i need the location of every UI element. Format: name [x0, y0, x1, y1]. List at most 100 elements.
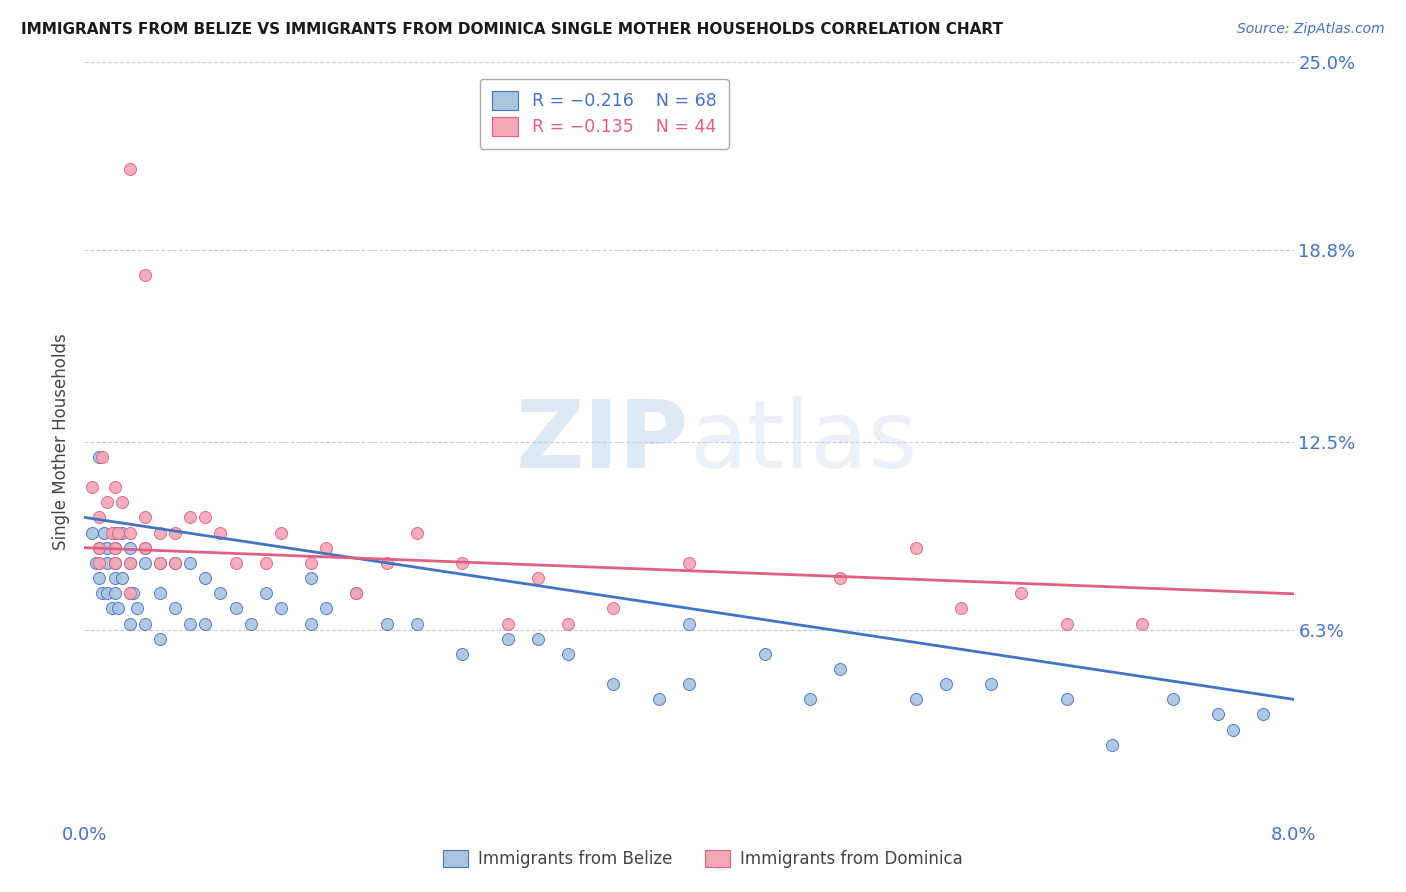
Point: [1132, 616, 1154, 631]
Point: [165, 556, 187, 570]
Point: [225, 601, 247, 615]
Point: [104, 586, 127, 600]
Point: [179, 616, 201, 631]
Point: [209, 525, 232, 540]
Point: [648, 692, 671, 706]
Point: [149, 632, 172, 646]
Text: Source: ZipAtlas.com: Source: ZipAtlas.com: [1237, 22, 1385, 37]
Point: [299, 616, 322, 631]
Point: [1056, 692, 1078, 706]
Point: [194, 571, 217, 585]
Point: [93, 525, 115, 540]
Point: [239, 616, 262, 631]
Text: ZIP: ZIP: [516, 395, 689, 488]
Point: [194, 616, 217, 631]
Point: [165, 525, 187, 540]
Point: [980, 677, 1002, 691]
Point: [496, 632, 519, 646]
Point: [127, 601, 149, 615]
Point: [149, 556, 172, 570]
Point: [315, 601, 337, 615]
Point: [527, 632, 550, 646]
Point: [1056, 616, 1078, 631]
Point: [121, 586, 143, 600]
Point: [406, 525, 429, 540]
Point: [118, 161, 141, 176]
Point: [134, 616, 156, 631]
Point: [254, 556, 277, 570]
Point: [104, 541, 127, 555]
Point: [254, 586, 277, 600]
Point: [602, 601, 624, 615]
Text: atlas: atlas: [689, 395, 917, 488]
Y-axis label: Single Mother Households: Single Mother Households: [52, 334, 70, 549]
Point: [80, 525, 103, 540]
Point: [100, 525, 122, 540]
Point: [111, 495, 134, 509]
Point: [104, 541, 127, 555]
Point: [118, 586, 141, 600]
Point: [134, 510, 156, 524]
Point: [165, 556, 187, 570]
Point: [1161, 692, 1184, 706]
Point: [96, 495, 118, 509]
Point: [904, 692, 927, 706]
Point: [270, 525, 292, 540]
Point: [950, 601, 973, 615]
Point: [96, 556, 118, 570]
Point: [527, 571, 550, 585]
Point: [375, 616, 398, 631]
Point: [111, 571, 134, 585]
Point: [451, 647, 474, 661]
Point: [118, 556, 141, 570]
Point: [678, 616, 700, 631]
Point: [134, 268, 156, 282]
Point: [194, 510, 217, 524]
Point: [91, 586, 114, 600]
Point: [375, 556, 398, 570]
Point: [104, 571, 127, 585]
Point: [134, 541, 156, 555]
Point: [799, 692, 821, 706]
Point: [165, 601, 187, 615]
Point: [754, 647, 776, 661]
Point: [134, 556, 156, 570]
Point: [104, 480, 127, 494]
Point: [346, 586, 368, 600]
Point: [209, 586, 232, 600]
Point: [89, 541, 111, 555]
Point: [1011, 586, 1033, 600]
Point: [89, 556, 111, 570]
Point: [179, 510, 201, 524]
Point: [134, 541, 156, 555]
Point: [149, 525, 172, 540]
Point: [89, 571, 111, 585]
Point: [104, 556, 127, 570]
Point: [830, 662, 852, 676]
Point: [91, 450, 114, 464]
Point: [270, 601, 292, 615]
Point: [179, 556, 201, 570]
Legend: R = −0.216    N = 68, R = −0.135    N = 44: R = −0.216 N = 68, R = −0.135 N = 44: [479, 78, 728, 148]
Point: [118, 541, 141, 555]
Point: [830, 571, 852, 585]
Point: [89, 450, 111, 464]
Text: IMMIGRANTS FROM BELIZE VS IMMIGRANTS FROM DOMINICA SINGLE MOTHER HOUSEHOLDS CORR: IMMIGRANTS FROM BELIZE VS IMMIGRANTS FRO…: [21, 22, 1002, 37]
Point: [904, 541, 927, 555]
Legend: Immigrants from Belize, Immigrants from Dominica: Immigrants from Belize, Immigrants from …: [436, 843, 970, 875]
Point: [1206, 707, 1229, 722]
Point: [557, 647, 579, 661]
Point: [149, 556, 172, 570]
Point: [104, 525, 127, 540]
Point: [451, 556, 474, 570]
Point: [100, 601, 122, 615]
Point: [107, 601, 129, 615]
Point: [96, 541, 118, 555]
Point: [89, 510, 111, 524]
Point: [86, 556, 108, 570]
Point: [149, 586, 172, 600]
Point: [118, 556, 141, 570]
Point: [406, 616, 429, 631]
Point: [104, 556, 127, 570]
Point: [118, 616, 141, 631]
